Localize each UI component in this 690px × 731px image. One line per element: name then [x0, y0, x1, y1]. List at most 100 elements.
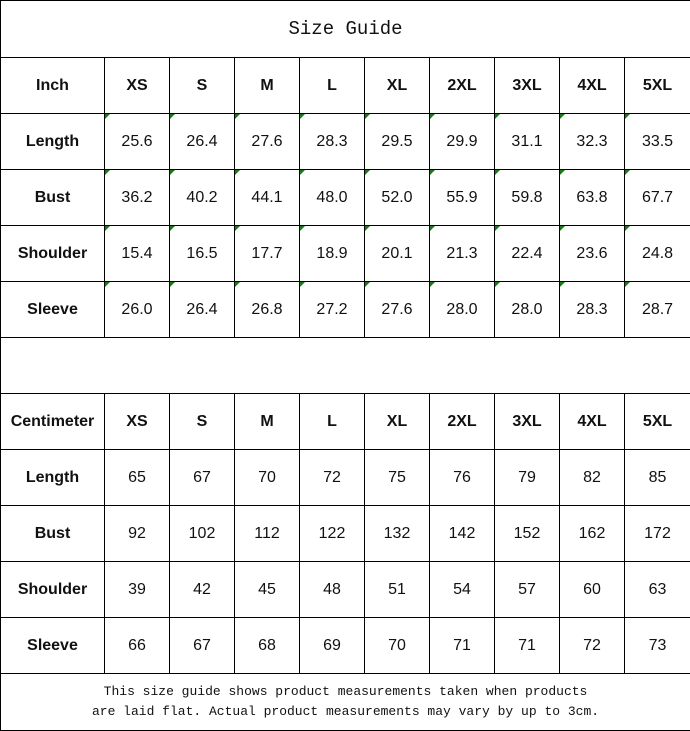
measurement-value: 82 — [560, 450, 625, 506]
measurement-value: 71 — [495, 618, 560, 674]
measurement-value: 73 — [625, 618, 690, 674]
measurement-value: 33.5 — [625, 114, 690, 170]
measurement-label: Length — [1, 114, 105, 170]
measurement-label: Sleeve — [1, 618, 105, 674]
measurement-value: 70 — [365, 618, 430, 674]
size-header: XL — [365, 58, 430, 114]
measurement-value: 66 — [105, 618, 170, 674]
measurement-value: 72 — [300, 450, 365, 506]
measurement-value: 21.3 — [430, 226, 495, 282]
unit-label: Centimeter — [1, 394, 105, 450]
measurement-value: 32.3 — [560, 114, 625, 170]
measurement-value: 63.8 — [560, 170, 625, 226]
note-line-2: are laid flat. Actual product measuremen… — [1, 702, 690, 722]
measurement-value: 27.6 — [365, 282, 430, 338]
measurement-value: 28.3 — [300, 114, 365, 170]
measurement-value: 52.0 — [365, 170, 430, 226]
measurement-value: 28.3 — [560, 282, 625, 338]
size-header: XS — [105, 58, 170, 114]
measurement-value: 59.8 — [495, 170, 560, 226]
measurement-value: 40.2 — [170, 170, 235, 226]
size-header: XS — [105, 394, 170, 450]
measurement-value: 172 — [625, 506, 690, 562]
measurement-value: 112 — [235, 506, 300, 562]
measurement-value: 57 — [495, 562, 560, 618]
page-title: Size Guide — [1, 1, 690, 58]
measurement-label: Bust — [1, 506, 105, 562]
measurement-value: 26.4 — [170, 114, 235, 170]
measurement-value: 51 — [365, 562, 430, 618]
measurement-value: 36.2 — [105, 170, 170, 226]
note-line-1: This size guide shows product measuremen… — [1, 682, 690, 702]
measurement-value: 15.4 — [105, 226, 170, 282]
size-header: M — [235, 394, 300, 450]
measurement-label: Bust — [1, 170, 105, 226]
size-header: L — [300, 394, 365, 450]
measurement-value: 67 — [170, 618, 235, 674]
measurement-value: 31.1 — [495, 114, 560, 170]
measurement-value: 22.4 — [495, 226, 560, 282]
size-header: 4XL — [560, 394, 625, 450]
size-header: S — [170, 58, 235, 114]
measurement-value: 63 — [625, 562, 690, 618]
measurement-value: 60 — [560, 562, 625, 618]
measurement-value: 132 — [365, 506, 430, 562]
size-header: 3XL — [495, 394, 560, 450]
measurement-value: 76 — [430, 450, 495, 506]
measurement-label: Shoulder — [1, 226, 105, 282]
measurement-value: 26.4 — [170, 282, 235, 338]
size-header: 2XL — [430, 394, 495, 450]
measurement-note: This size guide shows product measuremen… — [1, 674, 690, 731]
measurement-value: 152 — [495, 506, 560, 562]
measurement-value: 23.6 — [560, 226, 625, 282]
measurement-value: 65 — [105, 450, 170, 506]
size-header: 3XL — [495, 58, 560, 114]
measurement-value: 70 — [235, 450, 300, 506]
size-header: S — [170, 394, 235, 450]
measurement-label: Shoulder — [1, 562, 105, 618]
measurement-value: 48 — [300, 562, 365, 618]
measurement-value: 24.8 — [625, 226, 690, 282]
measurement-value: 17.7 — [235, 226, 300, 282]
measurement-value: 39 — [105, 562, 170, 618]
measurement-value: 85 — [625, 450, 690, 506]
measurement-value: 162 — [560, 506, 625, 562]
size-header: 2XL — [430, 58, 495, 114]
measurement-value: 92 — [105, 506, 170, 562]
measurement-label: Sleeve — [1, 282, 105, 338]
size-header: 5XL — [625, 58, 690, 114]
measurement-value: 29.5 — [365, 114, 430, 170]
measurement-value: 71 — [430, 618, 495, 674]
measurement-value: 48.0 — [300, 170, 365, 226]
note-row: This size guide shows product measuremen… — [1, 674, 690, 731]
size-header: L — [300, 58, 365, 114]
spacer-row — [1, 338, 690, 394]
measurement-value: 54 — [430, 562, 495, 618]
measurement-value: 69 — [300, 618, 365, 674]
measurement-value: 26.8 — [235, 282, 300, 338]
measurement-value: 27.6 — [235, 114, 300, 170]
size-header: XL — [365, 394, 430, 450]
measurement-value: 20.1 — [365, 226, 430, 282]
measurement-value: 67.7 — [625, 170, 690, 226]
measurement-value: 79 — [495, 450, 560, 506]
measurement-value: 75 — [365, 450, 430, 506]
measurement-label: Length — [1, 450, 105, 506]
measurement-value: 25.6 — [105, 114, 170, 170]
spacer-cell — [1, 338, 690, 394]
size-header: 4XL — [560, 58, 625, 114]
size-header: M — [235, 58, 300, 114]
measurement-value: 45 — [235, 562, 300, 618]
size-header: 5XL — [625, 394, 690, 450]
measurement-value: 28.7 — [625, 282, 690, 338]
